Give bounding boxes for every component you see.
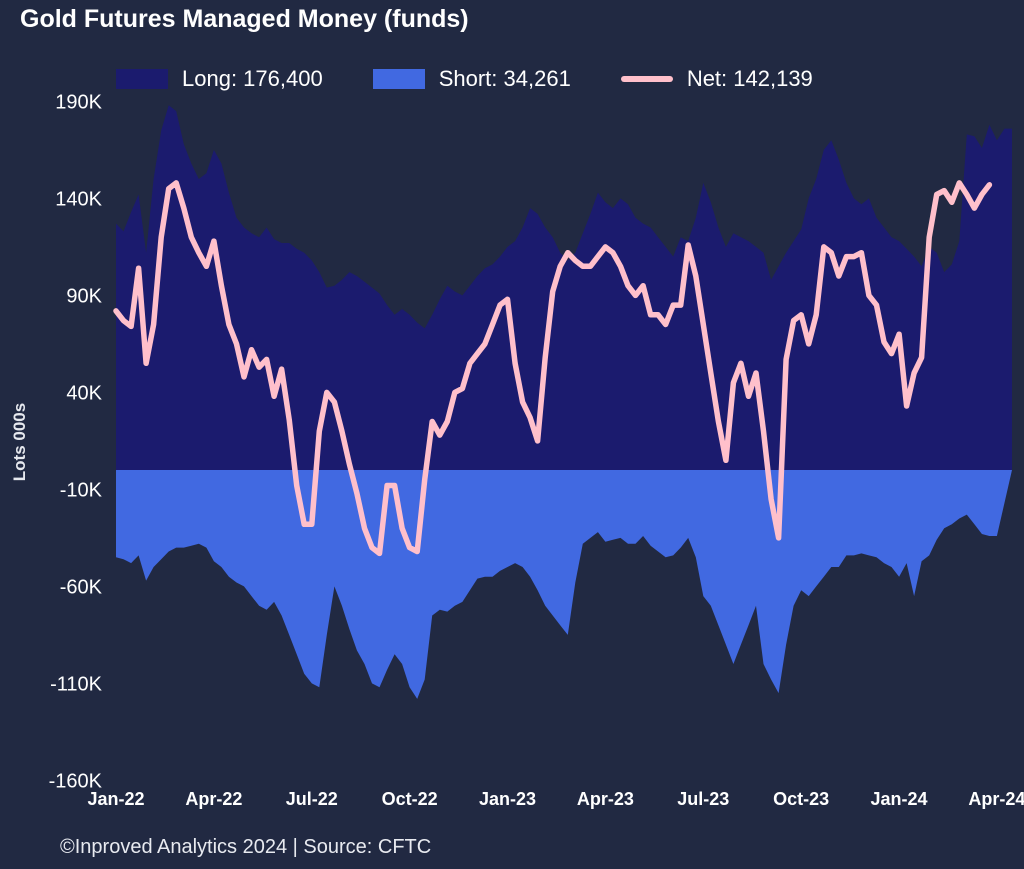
x-tick-label: Oct-23 xyxy=(773,789,829,809)
legend-swatch-long xyxy=(116,69,168,89)
legend: Long: 176,400 Short: 34,261 Net: 142,139 xyxy=(116,62,863,96)
legend-label-long: Long: 176,400 xyxy=(182,66,323,91)
legend-swatch-net xyxy=(620,76,673,82)
y-tick-label: -60K xyxy=(60,576,103,598)
y-tick-label: -110K xyxy=(50,673,103,695)
x-tick-label: Jul-22 xyxy=(286,789,338,809)
x-tick-label: Jan-23 xyxy=(479,789,536,809)
y-tick-label: -10K xyxy=(60,479,103,501)
legend-label-net: Net: 142,139 xyxy=(686,66,813,91)
x-tick-label: Jan-22 xyxy=(87,789,144,809)
chart-title: Gold Futures Managed Money (funds) xyxy=(20,5,469,33)
y-tick-label: -160K xyxy=(49,770,103,792)
x-tick-label: Jul-23 xyxy=(677,789,729,809)
y-tick-label: 90K xyxy=(66,285,102,307)
legend-label-short: Short: 34,261 xyxy=(438,66,571,91)
legend-item-net: Net: 142,139 xyxy=(620,66,813,92)
x-tick-label: Apr-22 xyxy=(185,789,242,809)
x-tick-label: Jan-24 xyxy=(871,789,928,809)
legend-item-long: Long: 176,400 xyxy=(116,66,323,92)
legend-item-short: Short: 34,261 xyxy=(372,66,571,92)
y-axis-label: Lots 000s xyxy=(10,402,29,482)
x-tick-label: Oct-22 xyxy=(382,789,438,809)
x-tick-label: Apr-24 xyxy=(968,789,1024,809)
y-tick-label: 40K xyxy=(66,382,102,404)
net-line xyxy=(113,180,993,557)
short-area xyxy=(116,470,1012,699)
y-tick-label: 190K xyxy=(55,91,102,113)
footer-source: ©Inproved Analytics 2024 | Source: CFTC xyxy=(60,836,432,858)
x-tick-label: Apr-23 xyxy=(577,789,634,809)
y-tick-label: 140K xyxy=(55,188,102,210)
legend-swatch-short xyxy=(372,69,425,89)
long-area xyxy=(116,105,1012,471)
